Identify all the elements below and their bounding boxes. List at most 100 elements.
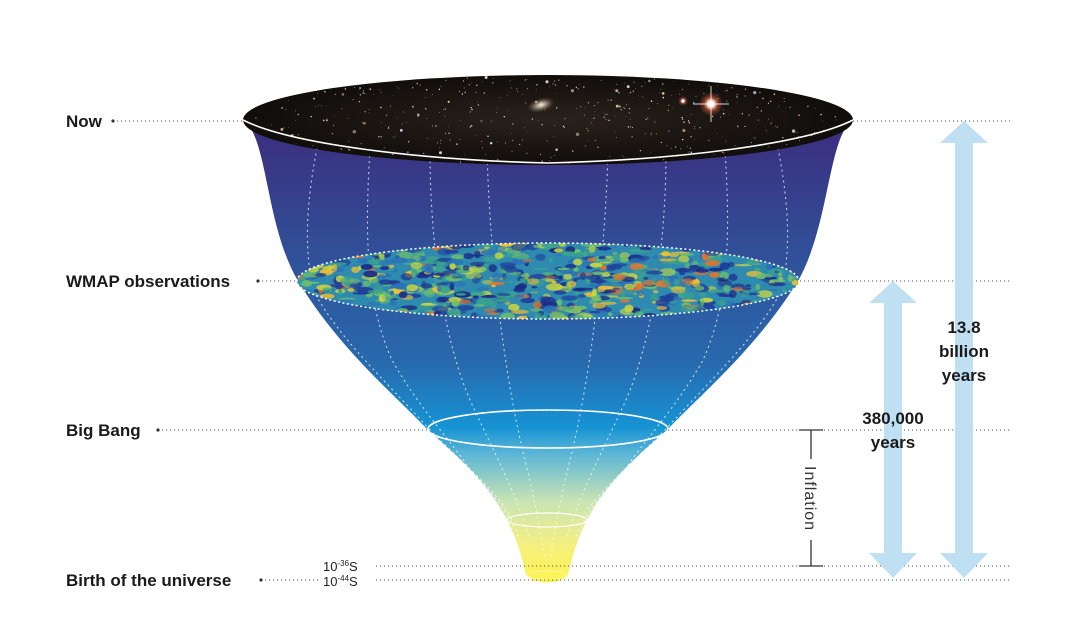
star-dot (554, 155, 555, 156)
star-dot (597, 102, 599, 104)
star-dot (680, 148, 682, 150)
star-dot (775, 125, 777, 127)
star-dot (476, 84, 478, 87)
cmb-fluctuation (398, 291, 408, 299)
star-dot (558, 79, 560, 81)
star-dot (645, 118, 647, 121)
star-dot (476, 134, 477, 136)
star-dot (526, 79, 528, 80)
star-dot (499, 97, 500, 99)
cmb-fluctuation (564, 264, 577, 269)
star-dot (417, 113, 420, 117)
cmb-fluctuation (458, 287, 465, 292)
star-dot (750, 142, 752, 144)
cmb-fluctuation (579, 272, 587, 281)
cmb-fluctuation (684, 261, 691, 270)
star-dot (524, 127, 526, 129)
cmb-fluctuation (389, 299, 398, 306)
star-dot (469, 111, 471, 113)
star-dot (662, 96, 665, 99)
cmb-fluctuation (474, 250, 481, 259)
cmb-fluctuation (491, 272, 502, 281)
star-dot (661, 92, 665, 95)
star-dot (690, 113, 692, 115)
star-dot (641, 85, 643, 88)
star-dot (505, 142, 506, 144)
star-dot (283, 127, 285, 129)
star-dot (641, 95, 643, 97)
cmb-fluctuation (432, 302, 446, 305)
star-dot (783, 101, 785, 103)
star-dot (432, 137, 434, 139)
star-dot (600, 79, 602, 81)
star-dot (759, 91, 761, 94)
star-dot (655, 133, 657, 135)
star-dot (643, 97, 645, 99)
star-dot (385, 125, 386, 126)
cmb-fluctuation (656, 306, 668, 310)
cmb-fluctuation (668, 251, 680, 258)
star-dot (531, 118, 534, 120)
star-dot (594, 139, 596, 142)
star-dot (673, 80, 675, 82)
cmb-fluctuation (670, 286, 686, 294)
star-dot (782, 136, 784, 139)
star-dot (464, 153, 466, 155)
star-dot (481, 119, 484, 121)
star-dot (615, 115, 617, 117)
cmb-fluctuation (719, 277, 726, 282)
star-dot (538, 119, 539, 121)
star-dot (834, 116, 837, 118)
star-dot (438, 88, 441, 91)
cmb-fluctuation (703, 305, 716, 310)
cmb-fluctuation (542, 272, 554, 276)
cmb-fluctuation (651, 278, 657, 282)
star-dot (625, 116, 626, 117)
star-dot (439, 147, 440, 149)
star-dot (650, 151, 652, 153)
star-dot (679, 93, 681, 95)
star-dot (616, 83, 618, 85)
star-dot (402, 111, 404, 113)
span-long-line1: 13.8 (947, 318, 980, 337)
star-dot (631, 135, 633, 138)
cmb-fluctuation (574, 277, 582, 280)
cmb-fluctuation (475, 298, 493, 306)
cmb-fluctuation (599, 261, 612, 264)
cmb-fluctuation (717, 300, 727, 306)
star-dot (555, 93, 557, 94)
cmb-fluctuation (388, 264, 395, 269)
star-dot (317, 104, 319, 106)
star-dot (449, 139, 451, 141)
cmb-fluctuation (410, 261, 423, 270)
star-dot (495, 112, 497, 114)
star-dot (425, 97, 427, 98)
cmb-fluctuation (561, 295, 578, 301)
star-dot (760, 110, 762, 112)
cmb-fluctuation (546, 283, 563, 291)
cmb-fluctuation (788, 297, 799, 301)
span-long-line3: years (942, 366, 986, 385)
cmb-fluctuation (662, 277, 670, 285)
star-dot (549, 160, 550, 162)
star-dot (672, 107, 674, 109)
cmb-fluctuation (347, 288, 355, 292)
cmb-fluctuation (767, 288, 778, 292)
star-dot (423, 152, 425, 155)
star-dot (653, 78, 656, 80)
arrow-13-8-billion-years (940, 121, 988, 578)
star-dot (545, 80, 549, 84)
cmb-fluctuation (774, 270, 779, 274)
star-dot (667, 109, 670, 112)
star-dot (369, 88, 372, 90)
cmb-fluctuation (535, 253, 546, 261)
star-dot (492, 82, 494, 84)
star-dot (703, 92, 705, 94)
star-dot (762, 97, 764, 100)
star-dot (789, 106, 791, 108)
star-dot (312, 145, 314, 147)
cmb-fluctuation (791, 280, 799, 286)
star-dot (417, 115, 419, 118)
cmb-fluctuation (529, 291, 539, 294)
label-wmap-observations: WMAP observations (66, 272, 230, 291)
